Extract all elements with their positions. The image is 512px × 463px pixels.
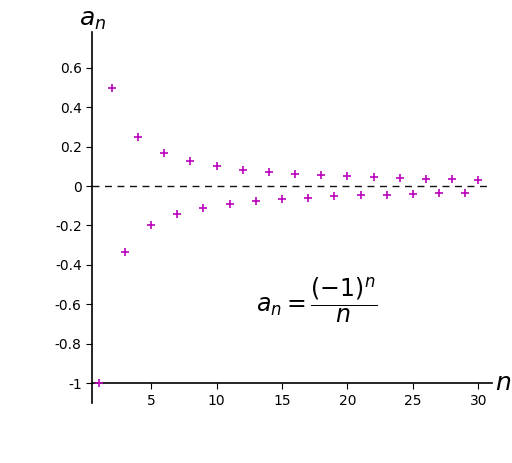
Point — [422, 175, 430, 182]
Point — [252, 198, 260, 205]
Point — [173, 211, 181, 218]
Point — [344, 173, 352, 180]
Point — [95, 379, 103, 387]
Point — [448, 175, 456, 183]
Text: $a_n = \dfrac{(-1)^n}{n}$: $a_n = \dfrac{(-1)^n}{n}$ — [256, 275, 377, 325]
Point — [370, 174, 378, 181]
Point — [239, 166, 247, 173]
Point — [409, 190, 417, 198]
Point — [356, 192, 365, 199]
Point — [121, 248, 129, 256]
Point — [317, 171, 326, 179]
Point — [330, 193, 338, 200]
Point — [461, 189, 470, 197]
Text: $n$: $n$ — [496, 371, 511, 395]
Point — [186, 158, 195, 165]
Point — [435, 190, 443, 197]
Point — [147, 222, 155, 229]
Point — [265, 169, 273, 176]
Point — [199, 204, 207, 212]
Point — [304, 194, 312, 201]
Point — [108, 84, 116, 91]
Point — [382, 191, 391, 198]
Point — [212, 163, 221, 170]
Point — [226, 200, 234, 208]
Point — [134, 133, 142, 141]
Text: $a_n$: $a_n$ — [78, 8, 106, 32]
Point — [396, 174, 404, 181]
Point — [278, 195, 286, 203]
Point — [291, 170, 299, 177]
Point — [474, 176, 482, 183]
Point — [160, 150, 168, 157]
